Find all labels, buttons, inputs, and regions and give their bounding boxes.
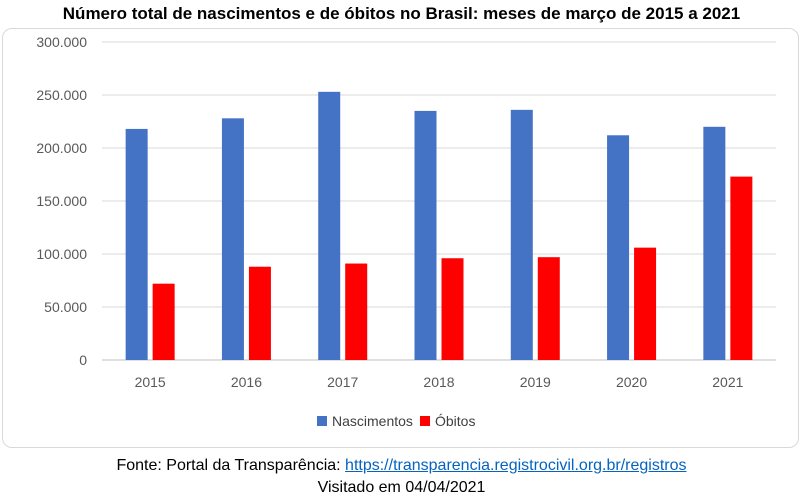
legend-label-nascimentos: Nascimentos (332, 413, 413, 429)
x-tick-label: 2018 (423, 374, 454, 390)
x-tick-label: 2021 (712, 374, 743, 390)
bar-nascimentos-2018 (414, 110, 437, 361)
bar-nascimentos-2021 (703, 126, 726, 360)
y-tick-label: 100.000 (36, 246, 87, 262)
chart-title: Número total de nascimentos e de óbitos … (62, 4, 741, 23)
y-tick-label: 200.000 (36, 140, 87, 156)
x-tick-label: 2015 (135, 374, 166, 390)
x-tick-label: 2020 (616, 374, 647, 390)
y-tick-label: 150.000 (36, 193, 87, 209)
bar-nascimentos-2020 (607, 135, 630, 360)
source-prefix: Fonte: Portal da Transparência: (116, 457, 341, 474)
bar-nascimentos-2019 (510, 109, 533, 360)
bar-obitos-2017 (345, 263, 368, 360)
bar-obitos-2018 (441, 258, 464, 360)
y-tick-label: 50.000 (44, 299, 87, 315)
y-tick-label: 300.000 (36, 34, 87, 50)
bar-nascimentos-2016 (221, 118, 244, 360)
bar-nascimentos-2015 (125, 128, 148, 360)
source-link[interactable]: https://transparencia.registrocivil.org.… (345, 457, 687, 474)
y-tick-label: 250.000 (36, 87, 87, 103)
x-tick-label: 2016 (231, 374, 262, 390)
bar-nascimentos-2017 (318, 91, 341, 360)
gridlines (102, 41, 776, 361)
bar-obitos-2021 (730, 176, 753, 360)
legend: Nascimentos Óbitos (317, 413, 475, 429)
x-axis: 2015 2016 2017 2018 2019 2020 2021 (135, 374, 744, 390)
visited-date: Visitado em 04/04/2021 (317, 479, 486, 496)
bar-obitos-2016 (248, 266, 271, 360)
legend-label-obitos: Óbitos (435, 413, 475, 429)
legend-swatch-nascimentos (317, 416, 327, 426)
bars (125, 91, 753, 361)
bar-chart: 0 50.000 100.000 150.000 200.000 250.000 300.0… (36, 34, 776, 429)
source-note: Fonte: Portal da Transparência: https://… (0, 455, 803, 499)
x-tick-label: 2019 (520, 374, 551, 390)
bar-obitos-2019 (537, 257, 560, 360)
chart-area (2, 28, 799, 448)
legend-swatch-obitos (420, 416, 430, 426)
y-tick-label: 0 (79, 352, 87, 368)
bar-obitos-2020 (634, 247, 657, 360)
bar-obitos-2015 (152, 283, 175, 360)
x-tick-label: 2017 (327, 374, 358, 390)
y-axis: 0 50.000 100.000 150.000 200.000 250.000 300.0… (36, 34, 87, 368)
